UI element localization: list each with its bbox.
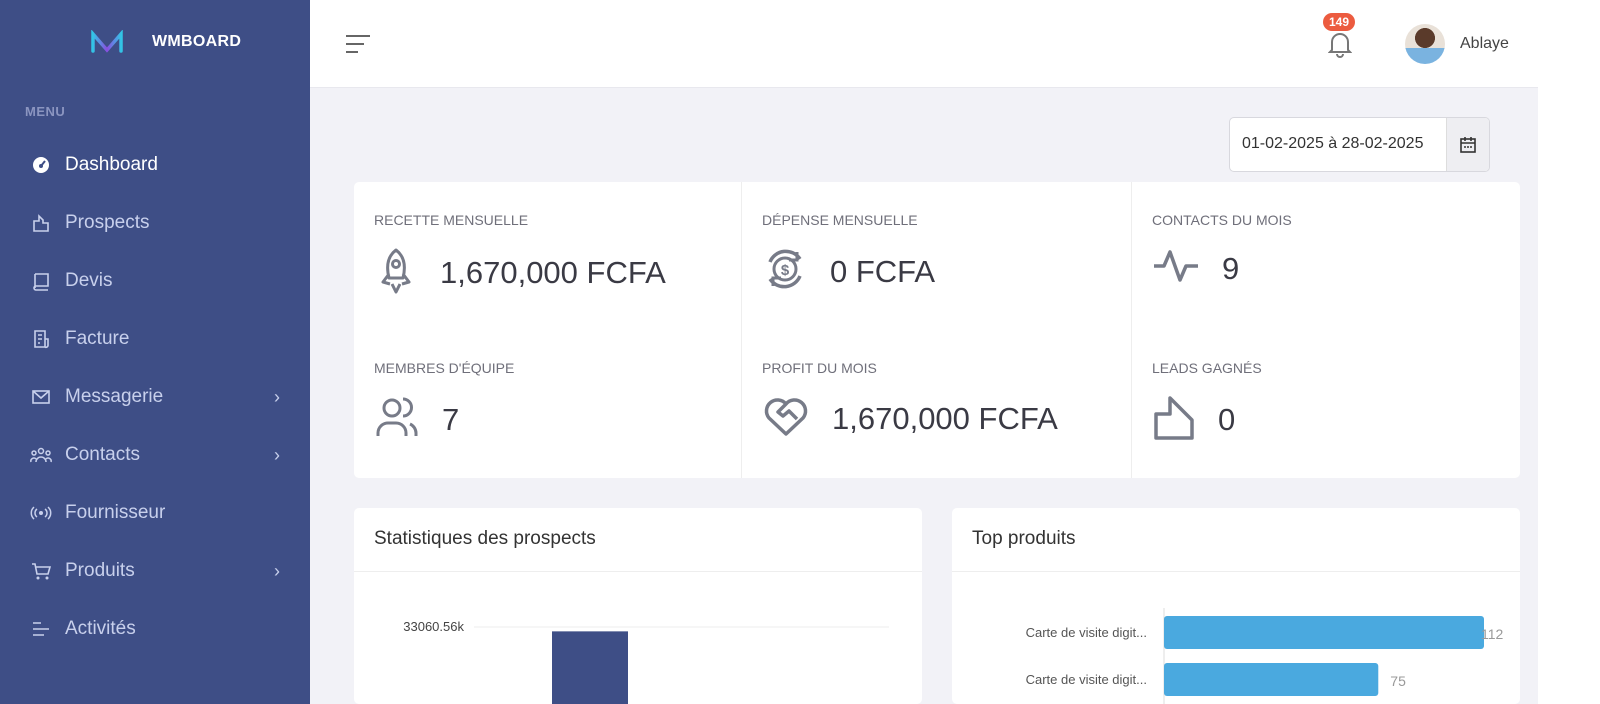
sidebar-item-fournisseur[interactable]: Fournisseur [0, 484, 310, 542]
dollar-cycle-icon: $ [762, 246, 808, 297]
book-icon [30, 270, 52, 292]
pulse-icon [1152, 246, 1200, 291]
bell-icon[interactable] [1328, 30, 1352, 58]
rocket-icon [374, 246, 418, 299]
cart-icon [30, 560, 52, 582]
stat-label: Dépense mensuelle [762, 212, 918, 228]
calendar-icon[interactable] [1446, 118, 1489, 171]
topbar: 149 Ablaye [310, 0, 1538, 88]
broadcast-icon [30, 502, 52, 524]
wm-logo-icon [91, 30, 123, 53]
stat-value: 1,670,000 FCFA [832, 400, 1058, 436]
brand-logo[interactable]: WMBOARD [90, 30, 241, 54]
stat-label: Membres d'équipe [374, 360, 515, 376]
data-label: 112 [1481, 626, 1504, 642]
bar[interactable] [1164, 616, 1484, 649]
y-tick-label: 33060.56k [403, 619, 464, 634]
users-icon [374, 394, 420, 445]
top-products-card: Top produits Carte de visite digit... 112… [952, 508, 1520, 704]
date-range-input[interactable]: 01-02-2025 à 28-02-2025 [1242, 135, 1424, 152]
sidebar-item-facture[interactable]: Facture [0, 310, 310, 368]
sidebar-item-produits[interactable]: Produits › [0, 542, 310, 600]
data-label: 75 [1390, 673, 1406, 689]
date-range-picker[interactable]: 01-02-2025 à 28-02-2025 [1229, 117, 1490, 172]
main-content: 01-02-2025 à 28-02-2025 Recette mensuell… [310, 88, 1538, 704]
stat-value: 0 FCFA [830, 253, 936, 289]
menu-title: MENU [25, 104, 66, 119]
category-label: Carte de visite digit... [1026, 625, 1147, 640]
stat-card: Leads gagnés 0 [1132, 330, 1520, 478]
stat-label: Recette mensuelle [374, 212, 529, 228]
chevron-right-icon: › [274, 386, 280, 407]
stat-card: Recette mensuelle 1,670,000 FCFA [354, 182, 742, 330]
mail-icon [30, 386, 52, 408]
stat-label: Leads gagnés [1152, 360, 1262, 376]
avatar[interactable] [1405, 24, 1445, 64]
sidebar-item-label: Prospects [65, 212, 150, 233]
bar[interactable] [552, 631, 628, 704]
sidebar-item-activites[interactable]: Activités [0, 600, 310, 658]
sidebar-item-label: Devis [65, 270, 113, 291]
stat-card: Membres d'équipe 7 [354, 330, 742, 478]
sidebar-item-contacts[interactable]: Contacts › [0, 426, 310, 484]
sidebar-item-dashboard[interactable]: Dashboard [0, 136, 310, 194]
stat-card: Dépense mensuelle $0 FCFA [742, 182, 1132, 330]
stat-card: Contacts du mois 9 [1132, 182, 1520, 330]
sidebar-item-label: Fournisseur [65, 502, 166, 523]
people-icon [30, 444, 52, 466]
heart-handshake-icon [762, 394, 810, 443]
card-title: Statistiques des prospects [354, 508, 922, 572]
notification-badge: 149 [1323, 13, 1356, 31]
building-icon [1152, 394, 1196, 445]
card-title: Top produits [952, 508, 1520, 572]
user-name[interactable]: Ablaye [1460, 35, 1509, 52]
stat-value: 1,670,000 FCFA [440, 254, 666, 290]
chevron-right-icon: › [274, 444, 280, 465]
sidebar-item-label: Activités [65, 618, 136, 639]
sidebar: WMBOARD MENU Dashboard Prospects Devis Fact… [0, 0, 310, 704]
sidebar-item-prospects[interactable]: Prospects [0, 194, 310, 252]
sidebar-item-label: Contacts [65, 444, 140, 465]
svg-text:$: $ [781, 262, 790, 279]
prospects-card: Statistiques des prospects 33060.56k [354, 508, 922, 704]
sidebar-item-label: Produits [65, 560, 135, 581]
list-icon [30, 618, 52, 640]
sidebar-item-devis[interactable]: Devis [0, 252, 310, 310]
stats-panel: Recette mensuelle 1,670,000 FCFA Dépense m… [354, 182, 1520, 478]
brand-name: WMBOARD [152, 33, 242, 50]
bar[interactable] [1164, 663, 1379, 696]
chart-icon [30, 212, 52, 234]
sidebar-item-messagerie[interactable]: Messagerie › [0, 368, 310, 426]
stat-value: 9 [1222, 250, 1240, 286]
stat-label: Profit du mois [762, 360, 877, 376]
category-label: Carte de visite digit... [1026, 672, 1147, 687]
stat-label: Contacts du mois [1152, 212, 1292, 228]
sidebar-item-label: Messagerie [65, 386, 164, 407]
top-products-chart: Carte de visite digit... 112 Carte de visi… [1026, 608, 1504, 704]
stat-value: 7 [442, 401, 460, 437]
stat-card: Profit du mois 1,670,000 FCFA [742, 330, 1132, 478]
gauge-icon [30, 154, 52, 176]
stat-value: 0 [1218, 401, 1236, 437]
sidebar-item-label: Dashboard [65, 154, 158, 175]
prospects-chart: 33060.56k [403, 619, 889, 704]
menu-toggle-icon[interactable] [345, 33, 371, 55]
chevron-right-icon: › [274, 560, 280, 581]
receipt-icon [30, 328, 52, 350]
sidebar-item-label: Facture [65, 328, 130, 349]
